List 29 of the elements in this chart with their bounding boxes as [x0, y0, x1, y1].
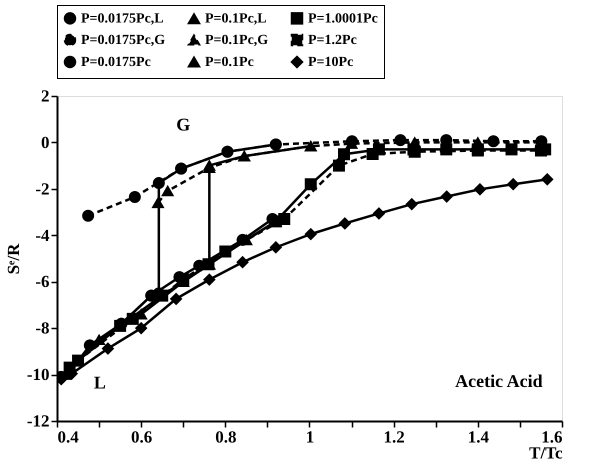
legend-label: P=0.0175Pc — [81, 55, 151, 70]
legend-label: P=1.0001Pc — [308, 11, 378, 26]
x-tick-label: 0.8 — [215, 428, 236, 446]
legend-label: P=0.0175Pc,G — [81, 33, 166, 48]
y-tick-label: -4 — [35, 226, 50, 245]
x-tick-label: 1.6 — [541, 428, 562, 446]
y-tick-label: 2 — [41, 86, 50, 106]
y-tick-label: -8 — [35, 318, 50, 338]
y-tick-label: -2 — [35, 179, 50, 198]
x-tick-label: 1.2 — [384, 428, 405, 446]
x-tick-label: 1.4 — [468, 428, 490, 446]
x-axis-title: T/Tc — [529, 444, 563, 462]
legend-label: P=10Pc — [308, 55, 354, 70]
legend-label: P=0.1Pc,L — [205, 12, 267, 27]
legend-label: P=0.0175Pc,L — [81, 11, 164, 26]
y-axis-title: Sᵉ/R — [4, 242, 23, 274]
legend-label: P=0.1Pc — [205, 55, 254, 70]
y-tick-label: -12 — [26, 412, 50, 430]
legend-label: P=0.1Pc,G — [205, 33, 268, 48]
x-tick-label: 1 — [306, 428, 314, 446]
legend-label: P=1.2Pc — [308, 33, 357, 48]
annotation: Acetic Acid — [455, 371, 543, 391]
annotation: G — [176, 114, 190, 134]
y-tick-label: -6 — [35, 272, 50, 292]
x-tick-label: 0.4 — [58, 428, 80, 446]
x-tick-label: 0.6 — [131, 428, 152, 446]
annotation: L — [94, 372, 106, 393]
y-tick-label: -10 — [26, 365, 50, 384]
y-tick-label: 0 — [41, 132, 50, 152]
